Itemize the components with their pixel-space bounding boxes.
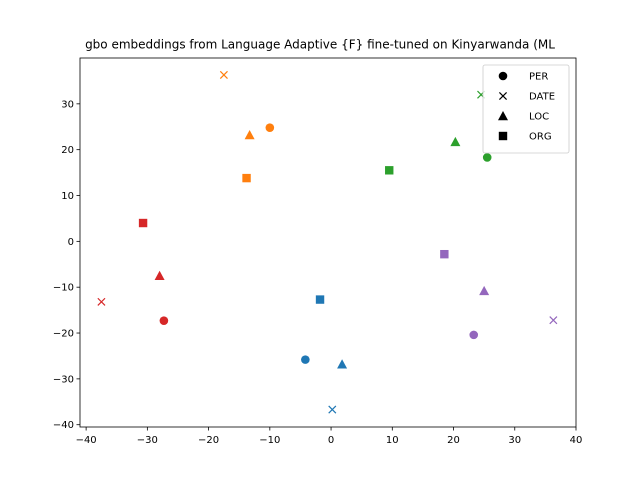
y-tick-label: 20: [61, 145, 74, 156]
y-tick-label: −20: [53, 329, 74, 340]
data-point-square: [440, 249, 449, 259]
legend-label: LOC: [529, 112, 549, 123]
data-point-circle: [301, 355, 310, 364]
data-point-triangle: [154, 270, 165, 280]
x-tick-label: −20: [198, 435, 219, 446]
legend: PER DATE LOC ORG: [482, 64, 570, 154]
data-point-circle: [469, 330, 479, 340]
data-point-triangle: [337, 359, 348, 369]
x-tick-label: 40: [570, 435, 583, 446]
data-point-circle: [265, 123, 275, 132]
x-tick-label: 0: [328, 435, 334, 446]
legend-label: DATE: [529, 92, 555, 103]
data-point-triangle: [479, 285, 490, 296]
data-point-x: [97, 297, 106, 306]
y-tick-label: 10: [61, 191, 74, 202]
data-point-square: [385, 166, 394, 175]
data-point-x: [549, 316, 558, 325]
data-point-circle: [159, 316, 169, 325]
points-layer: [97, 70, 558, 414]
data-point-square: [138, 218, 148, 228]
legend-marker-x: [498, 91, 508, 101]
data-point-circle: [482, 153, 492, 162]
legend-label: PER: [529, 72, 548, 83]
legend-box: [482, 64, 570, 154]
data-point-triangle: [244, 130, 255, 140]
x-tick-label: −10: [259, 435, 280, 446]
x-tick-label: 30: [508, 435, 521, 446]
plot-frame: [79, 57, 577, 428]
y-tick-label: 30: [61, 99, 74, 110]
x-tick-label: −30: [137, 435, 158, 446]
x-tick-label: −40: [76, 435, 97, 446]
y-tick-label: −10: [53, 283, 74, 294]
legend-label: ORG: [529, 132, 552, 143]
ticks-layer: −40 −30 −20 −10 0 10 20 30 40 −40 −30 −20 −10 0 10 20 30: [53, 99, 582, 446]
legend-marker-square: [498, 131, 508, 141]
data-point-x: [219, 70, 228, 79]
y-tick-label: −30: [53, 374, 74, 385]
data-point-square: [242, 173, 251, 183]
x-tick-label: 20: [447, 435, 460, 446]
data-point-square: [315, 295, 325, 304]
data-point-triangle: [450, 136, 461, 147]
chart-title: gbo embeddings from Language Adaptive {F…: [85, 38, 555, 52]
data-point-x: [328, 405, 337, 414]
legend-marker-circle: [498, 71, 508, 81]
legend-marker-triangle: [498, 111, 508, 121]
x-tick-label: 10: [386, 435, 399, 446]
y-tick-label: −40: [53, 420, 74, 431]
y-tick-label: 0: [68, 237, 74, 248]
